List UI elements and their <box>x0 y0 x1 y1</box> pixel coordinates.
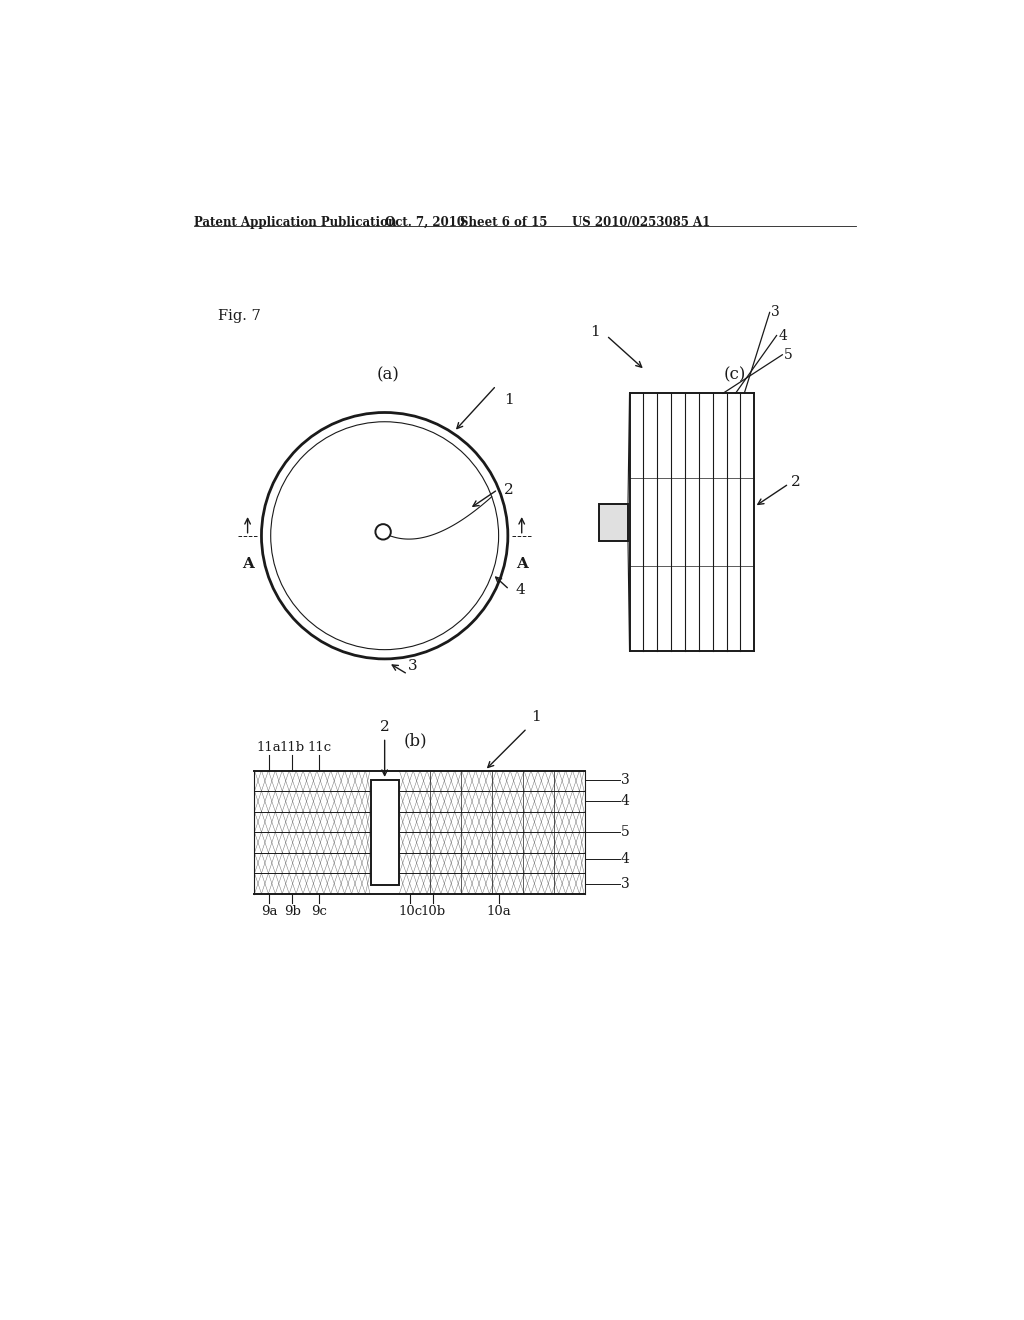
Text: (c): (c) <box>724 367 746 383</box>
Text: 1: 1 <box>591 325 600 339</box>
Text: 2: 2 <box>504 483 514 496</box>
Text: US 2010/0253085 A1: US 2010/0253085 A1 <box>571 216 710 230</box>
Text: 4: 4 <box>621 795 630 808</box>
Text: 9a: 9a <box>261 906 278 919</box>
Text: A: A <box>516 557 527 572</box>
Text: (b): (b) <box>403 733 427 748</box>
Text: 9b: 9b <box>284 906 301 919</box>
Bar <box>599 504 628 541</box>
Text: 4: 4 <box>515 582 525 597</box>
Text: 11c: 11c <box>307 741 332 754</box>
Text: 2: 2 <box>380 719 389 734</box>
Text: 10c: 10c <box>398 906 422 919</box>
Text: 5: 5 <box>784 347 793 362</box>
Text: Oct. 7, 2010: Oct. 7, 2010 <box>385 216 465 230</box>
Text: 4: 4 <box>778 329 787 342</box>
Text: 9c: 9c <box>311 906 327 919</box>
Text: 1: 1 <box>504 393 514 408</box>
Text: (a): (a) <box>377 367 400 383</box>
Text: 4: 4 <box>621 853 630 866</box>
Text: 3: 3 <box>621 774 630 788</box>
Text: Patent Application Publication: Patent Application Publication <box>194 216 396 230</box>
Text: 3: 3 <box>771 305 780 319</box>
Text: 5: 5 <box>621 825 630 840</box>
Text: 1: 1 <box>531 710 541 725</box>
Text: 11b: 11b <box>280 741 305 754</box>
Text: 3: 3 <box>621 876 630 891</box>
Text: 3: 3 <box>408 659 418 673</box>
Text: Sheet 6 of 15: Sheet 6 of 15 <box>460 216 548 230</box>
Text: A: A <box>242 557 254 572</box>
Text: Fig. 7: Fig. 7 <box>217 309 260 322</box>
Text: 10b: 10b <box>421 906 445 919</box>
Text: 2: 2 <box>792 475 801 490</box>
Text: 11a: 11a <box>257 741 282 754</box>
Bar <box>371 780 398 884</box>
Text: 10a: 10a <box>486 906 511 919</box>
